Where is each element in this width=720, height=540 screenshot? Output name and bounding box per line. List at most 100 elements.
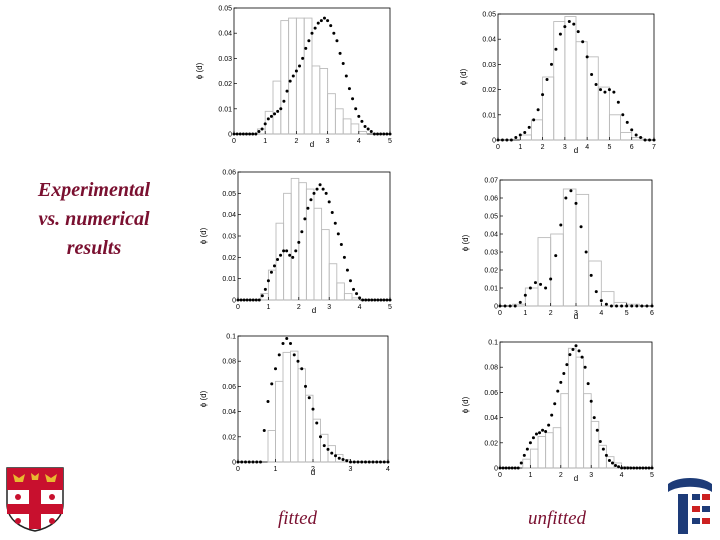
- simulation-point: [544, 286, 548, 290]
- y-tick-label: 0: [494, 466, 498, 473]
- x-tick-label: 0: [496, 144, 500, 151]
- simulation-point: [376, 298, 380, 302]
- simulation-point: [245, 298, 249, 302]
- x-tick-label: 3: [589, 472, 593, 479]
- simulation-point: [296, 359, 300, 363]
- y-tick-label: 0.06: [484, 196, 498, 203]
- simulation-point: [589, 399, 593, 403]
- simulation-point: [583, 365, 587, 369]
- simulation-point: [610, 461, 614, 465]
- y-axis-label: ϕ (d): [199, 227, 208, 244]
- simulation-point: [626, 466, 630, 470]
- x-tick-label: 6: [630, 144, 634, 151]
- simulation-point: [337, 456, 341, 460]
- simulation-point: [363, 124, 367, 128]
- x-tick-label: 4: [585, 144, 589, 151]
- simulation-point: [523, 130, 527, 134]
- simulation-point: [579, 225, 583, 229]
- simulation-point: [367, 298, 371, 302]
- simulation-point: [370, 298, 374, 302]
- simulation-point: [538, 431, 542, 435]
- simulation-point: [632, 466, 636, 470]
- x-tick-label: 1: [518, 144, 522, 151]
- y-tick-label: 0.1: [226, 334, 236, 341]
- simulation-point: [630, 304, 634, 308]
- simulation-point: [306, 206, 310, 210]
- y-axis-label: ϕ (d): [459, 68, 468, 85]
- x-tick-label: 0: [498, 472, 502, 479]
- y-axis-label: ϕ (d): [461, 234, 470, 251]
- simulation-point: [239, 298, 243, 302]
- simulation-point: [357, 114, 361, 118]
- simulation-point: [291, 74, 295, 78]
- simulation-point: [270, 382, 274, 386]
- simulation-point: [367, 460, 371, 464]
- simulation-point: [344, 74, 348, 78]
- x-axis-label: d: [311, 468, 315, 477]
- simulation-point: [504, 466, 508, 470]
- simulation-point: [509, 138, 513, 142]
- simulation-point: [321, 187, 325, 191]
- simulation-point: [291, 255, 295, 259]
- y-tick-label: 0.04: [484, 232, 498, 239]
- simulation-point: [614, 463, 618, 467]
- simulation-point: [310, 31, 314, 35]
- simulation-point: [620, 304, 624, 308]
- simulation-point: [272, 264, 276, 268]
- y-tick-label: 0.01: [218, 106, 232, 113]
- simulation-point: [569, 189, 573, 193]
- histogram-bar: [327, 445, 336, 463]
- simulation-point: [518, 133, 522, 137]
- histogram-bar: [575, 193, 590, 307]
- simulation-point: [607, 458, 611, 462]
- x-tick-label: 4: [358, 304, 362, 311]
- simulation-point: [553, 402, 557, 406]
- x-tick-label: 2: [311, 466, 315, 473]
- simulation-point: [630, 128, 634, 132]
- x-tick-label: 5: [388, 304, 392, 311]
- y-tick-label: 0.01: [482, 112, 496, 119]
- simulation-point: [311, 407, 315, 411]
- simulation-point: [327, 200, 331, 204]
- simulation-point: [248, 298, 252, 302]
- simulation-point: [385, 132, 389, 136]
- simulation-point: [541, 93, 545, 97]
- simulation-point: [269, 270, 273, 274]
- x-tick-label: 3: [574, 310, 578, 317]
- simulation-point: [355, 292, 359, 296]
- simulation-point: [549, 277, 553, 281]
- simulation-point: [269, 114, 273, 118]
- y-tick-label: 0.06: [222, 170, 236, 177]
- x-tick-label: 2: [559, 472, 563, 479]
- y-tick-label: 0: [228, 132, 232, 139]
- simulation-point: [326, 19, 330, 23]
- simulation-point: [549, 62, 553, 66]
- side-title-line-3: results: [66, 237, 122, 259]
- simulation-point: [574, 201, 578, 205]
- simulation-point: [329, 24, 333, 28]
- simulation-point: [289, 342, 292, 346]
- x-axis-label: d: [310, 140, 314, 149]
- simulation-point: [518, 300, 522, 304]
- simulation-point: [352, 287, 356, 291]
- y-axis-label: ϕ (d): [461, 396, 470, 413]
- x-tick-label: 3: [563, 144, 567, 151]
- simulation-point: [266, 279, 270, 283]
- simulation-point: [294, 249, 298, 253]
- simulation-point: [324, 191, 328, 195]
- x-tick-label: 0: [236, 466, 240, 473]
- y-tick-label: 0.05: [482, 12, 496, 19]
- chart-panel-right-1: 0 1 2 3 4 5 6 7 0 0.01 0.02 0.03 0.04 0.05 d ϕ (d): [459, 12, 656, 156]
- simulation-point: [532, 118, 536, 122]
- simulation-point: [255, 460, 259, 464]
- simulation-point: [247, 460, 251, 464]
- simulation-point: [648, 138, 652, 142]
- side-title: Experimental vs. numerical results: [14, 176, 174, 263]
- x-tick-label: 1: [274, 466, 278, 473]
- simulation-point: [385, 298, 389, 302]
- simulation-point: [375, 460, 379, 464]
- simulation-point: [242, 298, 246, 302]
- simulation-point: [244, 460, 247, 464]
- simulation-point: [581, 40, 585, 44]
- simulation-point: [625, 120, 629, 124]
